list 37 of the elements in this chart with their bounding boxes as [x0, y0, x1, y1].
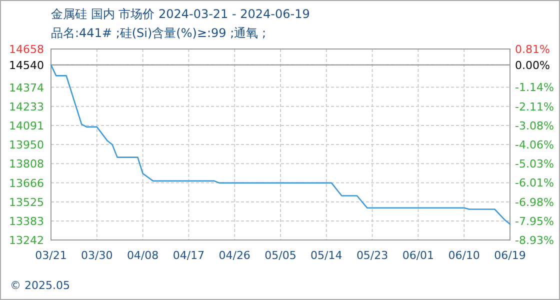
y2-tick-label: -8.93% — [515, 234, 554, 247]
y2-tick-label: 0.81% — [515, 43, 550, 56]
y-tick-label: 14540 — [9, 58, 44, 72]
y2-tick-label: -5.03% — [515, 158, 554, 171]
y-tick-label: 14091 — [9, 119, 44, 132]
y-tick-label: 14233 — [9, 100, 44, 114]
y-tick-label: 13525 — [9, 196, 44, 209]
y-tick-label: 13383 — [9, 214, 44, 228]
y-tick-label: 13950 — [9, 138, 44, 152]
x-tick-label: 05/14 — [310, 249, 342, 262]
line-series — [50, 64, 511, 225]
y2-tick-label: -2.11% — [515, 100, 554, 114]
y2-tick-label: -7.95% — [515, 214, 554, 228]
y2-tick-label: -4.06% — [515, 138, 554, 152]
x-tick-label: 05/05 — [264, 249, 296, 262]
y2-tick-label: -6.98% — [515, 196, 554, 209]
chart-subtitle: 品名:441# ;硅(Si)含量(%)≥:99 ;通氧 ; — [51, 26, 266, 40]
y2-tick-label: 0.00% — [515, 58, 550, 72]
text: © 2025.05 — [10, 279, 70, 292]
x-tick-label: 05/23 — [356, 249, 388, 262]
chart-title: 金属硅 国内 市场价 2024-03-21 - 2024-06-19 — [51, 7, 310, 21]
y2-tick-label: -1.14% — [515, 81, 554, 94]
y2-tick-label: -6.01% — [515, 176, 554, 190]
y-tick-label: 14374 — [9, 81, 44, 94]
y2-tick-label: -3.08% — [515, 119, 554, 132]
x-tick-label: 06/19 — [494, 249, 526, 262]
x-tick-label: 03/30 — [81, 249, 113, 262]
y-tick-label: 13242 — [9, 234, 44, 247]
x-tick-label: 04/26 — [218, 249, 250, 262]
y-tick-label: 14658 — [9, 43, 44, 56]
x-tick-label: 06/10 — [448, 249, 480, 262]
x-tick-label: 06/01 — [402, 249, 434, 262]
x-tick-label: 04/17 — [172, 249, 205, 262]
y-tick-label: 13666 — [9, 176, 44, 190]
x-tick-label: 03/21 — [35, 249, 67, 262]
y-tick-label: 13808 — [9, 158, 44, 171]
x-tick-label: 04/08 — [126, 249, 159, 262]
